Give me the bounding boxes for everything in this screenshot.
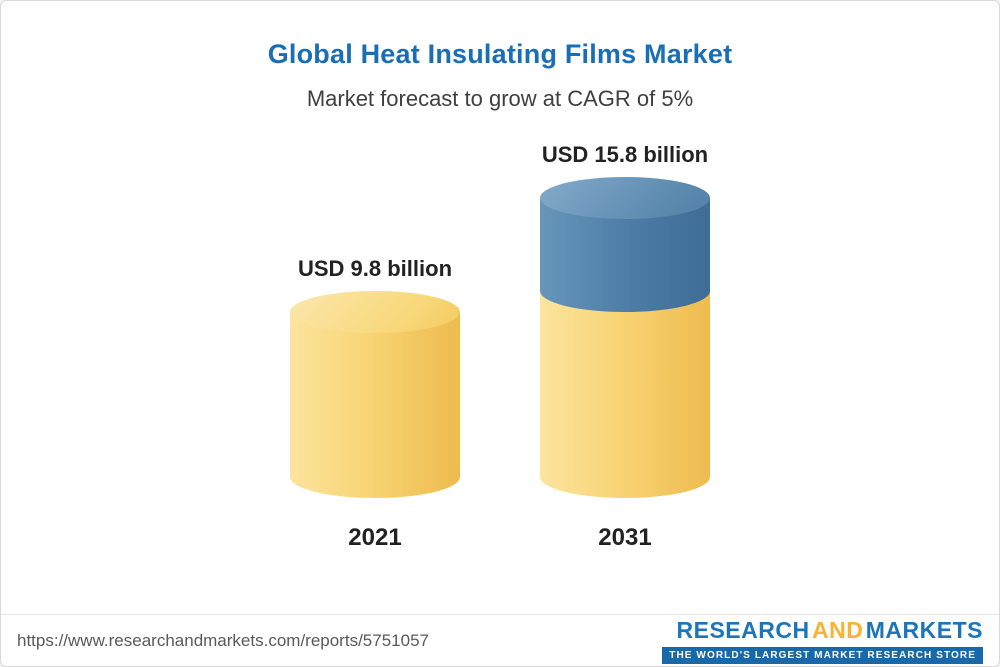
- logo-word-research: RESEARCH: [676, 617, 810, 643]
- logo-word-markets: MARKETS: [865, 617, 983, 643]
- cylinder-cap-2021: [290, 291, 460, 333]
- logo-wordmark: RESEARCH AND MARKETS: [677, 617, 984, 644]
- bar-group-2031: USD 15.8 billion 2031: [540, 142, 710, 552]
- chart-subtitle: Market forecast to grow at CAGR of 5%: [306, 86, 694, 111]
- chart-area: USD 9.8 billion 2021 USD 15.8 billion 20…: [1, 142, 999, 552]
- cylinder-2031: [540, 177, 710, 498]
- logo-tagline: THE WORLD'S LARGEST MARKET RESEARCH STOR…: [662, 647, 983, 664]
- chart-title: Global Heat Insulating Films Market: [267, 39, 733, 69]
- base-segment-2021: [290, 291, 460, 498]
- bar-year-label-2021: 2021: [348, 524, 402, 551]
- base-segment-2031: [540, 291, 710, 498]
- bar-group-2021: USD 9.8 billion 2021: [290, 256, 460, 552]
- footer: https://www.researchandmarkets.com/repor…: [1, 614, 999, 666]
- header: Global Heat Insulating Films Market Mark…: [1, 1, 999, 112]
- report-url-link[interactable]: https://www.researchandmarkets.com/repor…: [17, 630, 429, 650]
- logo-word-and: AND: [812, 617, 864, 643]
- growth-segment: [540, 177, 710, 312]
- cylinder-2021: [290, 291, 460, 498]
- bar-value-label-2021: USD 9.8 billion: [297, 256, 453, 281]
- bar-year-label-2031: 2031: [598, 524, 652, 551]
- research-and-markets-logo[interactable]: RESEARCH AND MARKETS THE WORLD'S LARGEST…: [662, 617, 983, 664]
- bar-value-label-2031: USD 15.8 billion: [541, 142, 709, 167]
- cylinder-cap-2031: [540, 177, 710, 219]
